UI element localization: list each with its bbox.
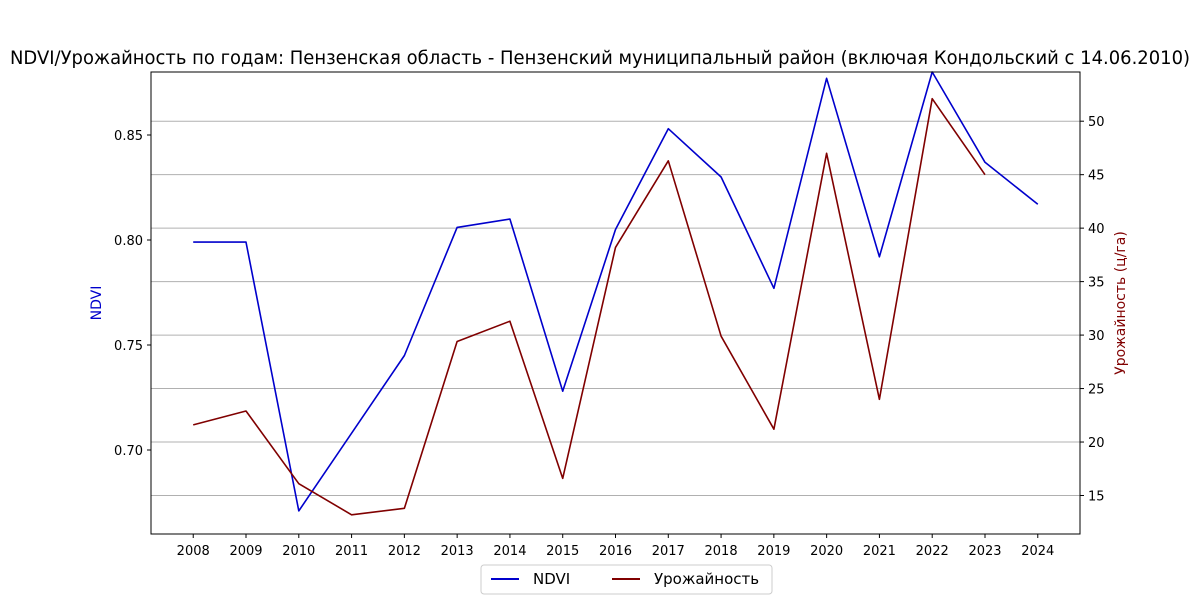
chart-title: NDVI/Урожайность по годам: Пензенская об… bbox=[10, 47, 1190, 69]
grid-lines bbox=[151, 120, 1080, 496]
x-tick-label: 2021 bbox=[863, 544, 896, 559]
series-line-ndvi bbox=[193, 71, 1039, 512]
x-tick-label: 2022 bbox=[916, 544, 949, 559]
series-line-yield bbox=[192, 97, 986, 516]
x-tick-label: 2019 bbox=[757, 544, 790, 559]
left-y-tick-label: 0.80 bbox=[114, 234, 143, 249]
left-y-tick-label: 0.70 bbox=[114, 444, 143, 459]
x-tick-label: 2011 bbox=[335, 544, 368, 559]
legend-label-yield: Урожайность bbox=[654, 570, 759, 588]
right-y-tick-label: 50 bbox=[1088, 115, 1105, 130]
left-axis-title: NDVI bbox=[89, 286, 105, 321]
x-tick-label: 2012 bbox=[388, 544, 421, 559]
right-y-tick-label: 40 bbox=[1088, 222, 1105, 237]
x-tick-label: 2020 bbox=[810, 544, 843, 559]
series-lines bbox=[192, 71, 1039, 516]
x-tick-label: 2014 bbox=[493, 544, 526, 559]
x-tick-label: 2023 bbox=[968, 544, 1001, 559]
right-y-tick-label: 15 bbox=[1088, 490, 1105, 505]
legend-label-ndvi: NDVI bbox=[533, 570, 570, 588]
left-y-tick-label: 0.75 bbox=[114, 339, 143, 354]
right-y-tick-label: 35 bbox=[1088, 276, 1105, 291]
left-y-axis: 0.70 0.75 0.80 0.85 bbox=[114, 129, 151, 459]
x-tick-label: 2015 bbox=[546, 544, 579, 559]
right-y-tick-label: 20 bbox=[1088, 436, 1105, 451]
right-y-tick-label: 45 bbox=[1088, 169, 1105, 184]
x-tick-label: 2024 bbox=[1021, 544, 1054, 559]
left-y-tick-label: 0.85 bbox=[114, 129, 143, 144]
x-tick-label: 2018 bbox=[705, 544, 738, 559]
x-tick-label: 2013 bbox=[441, 544, 474, 559]
x-tick-label: 2008 bbox=[177, 544, 210, 559]
legend: NDVI Урожайность bbox=[480, 564, 773, 595]
x-tick-label: 2009 bbox=[229, 544, 262, 559]
right-y-tick-label: 25 bbox=[1088, 383, 1105, 398]
x-axis: 2008 2009 2010 2011 2012 2013 2014 2015 2016 2017… bbox=[177, 534, 1054, 559]
right-y-axis: 15 20 25 30 35 40 45 50 bbox=[1080, 115, 1105, 505]
right-y-tick-label: 30 bbox=[1088, 329, 1105, 344]
x-tick-label: 2017 bbox=[652, 544, 685, 559]
x-tick-label: 2010 bbox=[282, 544, 315, 559]
x-tick-label: 2016 bbox=[599, 544, 632, 559]
right-axis-title: Урожайность (ц/га) bbox=[1113, 231, 1129, 375]
